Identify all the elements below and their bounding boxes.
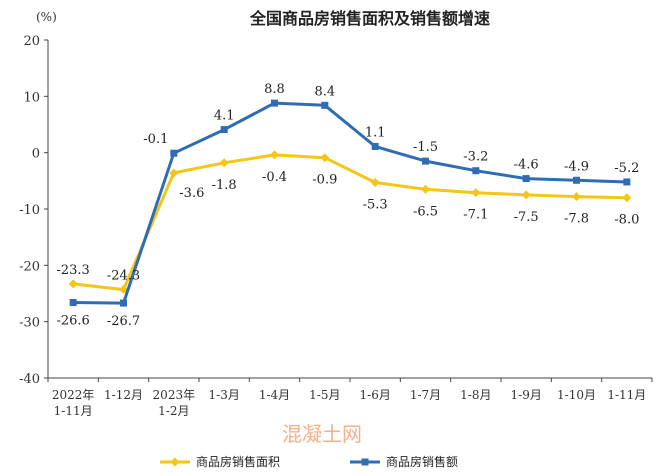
x-tick-label: 1-12月: [104, 388, 143, 402]
data-point-area: [572, 192, 581, 202]
y-tick-label: -10: [19, 203, 40, 218]
data-point-area: [169, 168, 179, 178]
data-label-area: -3.6: [179, 186, 204, 201]
data-point-area: [370, 178, 380, 188]
data-point-area: [219, 158, 229, 168]
series-line-amount: [73, 101, 627, 305]
legend-label: 商品房销售额: [386, 454, 458, 469]
data-point-area: [421, 184, 430, 194]
watermark-text: 混凝土网: [282, 422, 362, 446]
x-tick-label: 2023年: [153, 388, 196, 402]
data-label-area: -5.3: [363, 198, 388, 213]
data-point-area: [68, 279, 78, 289]
data-label-amount: -26.7: [107, 314, 140, 329]
y-tick-label: -40: [19, 372, 40, 387]
data-point-amount: [321, 101, 329, 109]
x-tick-label: 1-5月: [309, 388, 340, 402]
data-point-area: [521, 190, 531, 200]
data-label-area: -0.4: [262, 170, 287, 185]
x-tick-label: 1-3月: [209, 388, 240, 402]
data-point-amount: [573, 176, 580, 184]
data-point-amount: [371, 142, 379, 150]
series-layer: [68, 99, 632, 307]
data-label-area: -1.8: [212, 178, 237, 193]
data-label-area: -8.0: [614, 213, 639, 228]
data-labels: -23.3 -24.3 -3.6 -1.8 -0.4 -0.9 -5.3 -6.5 -7.1 -7…: [56, 82, 639, 329]
legend: 商品房销售面积 商品房销售额: [160, 454, 458, 469]
x-tick-label: 1-11月: [54, 404, 93, 418]
x-tick-label: 1-4月: [259, 388, 290, 402]
data-label-amount: -0.1: [143, 132, 168, 147]
series-line-area: [73, 153, 627, 292]
y-tick-label: -20: [19, 259, 40, 274]
data-label-amount: -5.2: [614, 161, 639, 176]
legend-marker: [361, 458, 369, 466]
data-label-amount: 8.8: [264, 82, 285, 97]
data-label-area: -0.9: [312, 173, 337, 188]
x-tick-labels: 2022年 1-11月 1-12月 2023年 1-2月 1-3月 1-4月 1-5月 1-6月…: [47, 378, 653, 418]
data-point-amount: [69, 299, 77, 307]
data-point-area: [471, 188, 481, 198]
x-tick-label: 1-8月: [460, 388, 491, 402]
data-point-area: [622, 193, 632, 203]
data-point-amount: [522, 175, 530, 183]
data-point-amount: [422, 157, 429, 165]
data-label-amount: 4.1: [214, 109, 235, 124]
data-label-amount: -4.6: [514, 158, 539, 173]
data-label-area: -23.3: [56, 263, 89, 278]
data-label-area: -6.5: [413, 204, 438, 219]
chart-title: 全国商品房销售面积及销售额增速: [249, 9, 490, 28]
x-tick-label: 1-7月: [410, 388, 441, 402]
y-tick-label: 10: [23, 90, 40, 105]
x-tick-label: 1-11月: [607, 388, 646, 402]
data-label-area: -24.3: [107, 269, 140, 284]
data-label-amount: -4.9: [564, 159, 589, 174]
legend-item-amount: 商品房销售额: [350, 454, 458, 469]
data-label-amount: 1.1: [365, 125, 386, 140]
data-label-amount: -3.2: [463, 150, 488, 165]
axes: 20 10 0 -10 -20 -30 -40: [19, 34, 652, 387]
y-unit-label: (%): [36, 10, 57, 24]
data-label-area: -7.1: [463, 208, 488, 223]
data-point-amount: [170, 149, 178, 157]
data-point-amount: [623, 178, 631, 186]
x-tick-label: 1-10月: [557, 388, 596, 402]
data-label-amount: 8.4: [314, 84, 335, 99]
y-tick-label: 0: [32, 147, 40, 162]
x-tick-label: 2022年: [52, 388, 95, 402]
data-label-area: -7.5: [514, 210, 539, 225]
data-point-area: [270, 150, 279, 160]
data-point-amount: [271, 99, 278, 107]
legend-item-area: 商品房销售面积: [160, 454, 280, 469]
legend-marker: [170, 457, 180, 467]
data-label-amount: -1.5: [413, 140, 438, 155]
data-point-amount: [472, 167, 480, 175]
data-point-area: [320, 153, 330, 163]
y-tick-label: 20: [23, 34, 40, 49]
data-label-area: -7.8: [564, 212, 589, 227]
x-tick-label: 1-9月: [511, 388, 542, 402]
y-tick-label: -30: [19, 316, 40, 331]
data-point-amount: [120, 299, 127, 307]
x-tick-label: 1-2月: [158, 404, 189, 418]
data-label-amount: -26.6: [56, 314, 89, 329]
data-point-amount: [220, 126, 228, 134]
legend-label: 商品房销售面积: [196, 454, 280, 469]
x-tick-label: 1-6月: [360, 388, 391, 402]
